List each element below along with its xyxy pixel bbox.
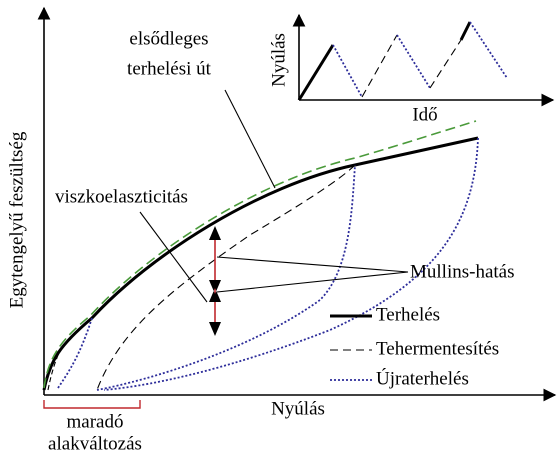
axes — [37, 6, 557, 402]
legend-label: Újraterhelés — [376, 367, 469, 389]
annotation-lines — [139, 89, 409, 303]
mullins-arrows — [209, 226, 221, 336]
legend-lines — [330, 314, 372, 381]
residual-bracket — [43, 400, 141, 409]
primary-path-label: elsődleges — [129, 28, 208, 49]
primary-path-label: terhelési út — [127, 58, 212, 79]
inset-y-label: Nyúlás — [268, 33, 289, 87]
curves — [42, 120, 479, 391]
residual-label: maradó — [67, 411, 124, 432]
y-axis-label: Egytengelyű feszültség — [6, 131, 27, 308]
viscoelasticity-label: viszkoelaszticitás — [55, 186, 188, 207]
inset — [292, 13, 555, 107]
inset-x-label: Idő — [412, 104, 437, 125]
x-axis-label: Nyúlás — [271, 398, 325, 419]
legend-label: Tehermentesítés — [376, 338, 499, 359]
residual-label: alakváltozás — [48, 433, 142, 454]
legend-label: Terhelés — [376, 304, 440, 325]
mullins-label: Mullins-hatás — [410, 261, 515, 282]
